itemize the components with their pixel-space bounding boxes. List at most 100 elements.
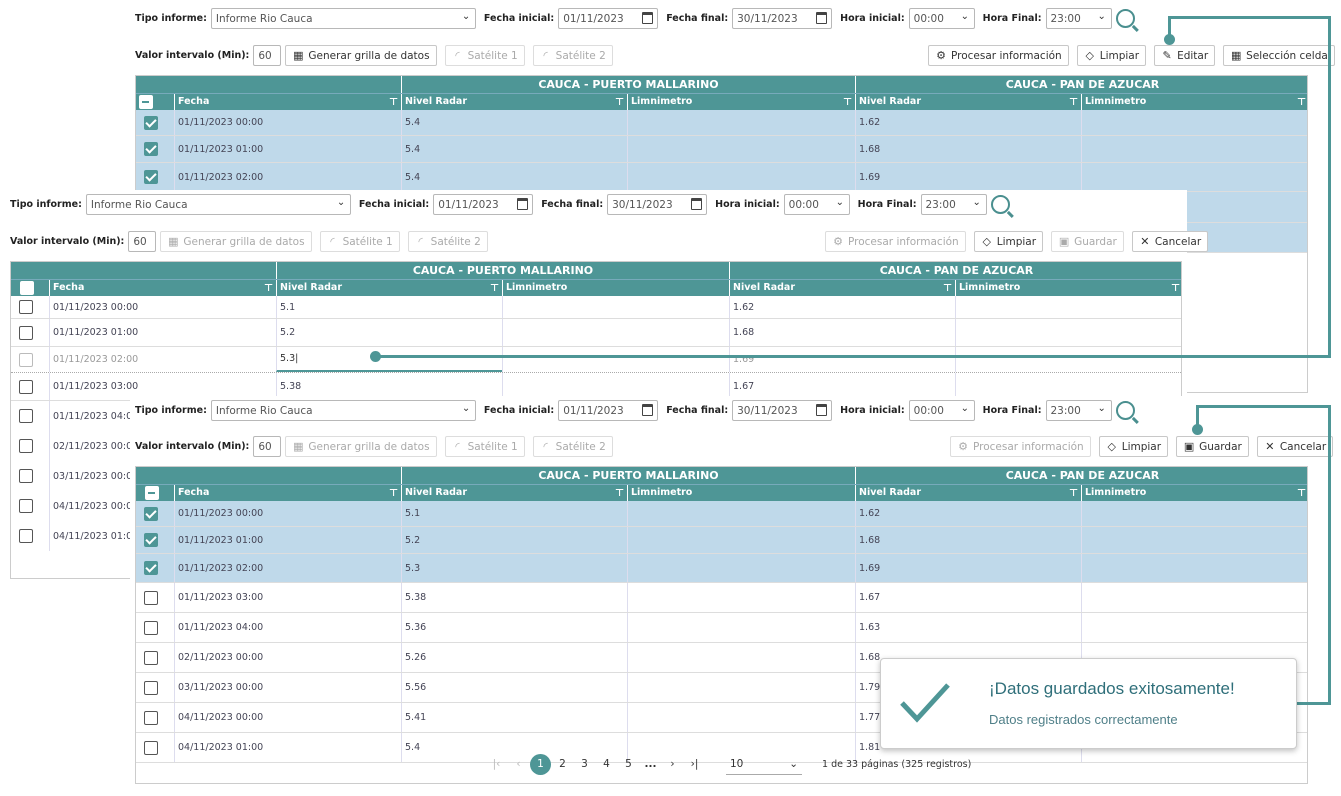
radar-cell[interactable]: 5.56 — [401, 673, 627, 702]
limpiar-button[interactable]: ◇ Limpiar — [1098, 436, 1169, 457]
filter-icon[interactable]: ⊤ — [1296, 97, 1306, 108]
radar-cell[interactable]: 5.3 — [401, 554, 627, 582]
filter-icon[interactable]: ⊤ — [842, 97, 852, 108]
table-row[interactable]: 02/11/2023 00:00 — [11, 431, 1181, 461]
satelite2-button[interactable]: ◜ Satélite 2 — [532, 436, 613, 457]
calendar-icon[interactable] — [642, 404, 654, 416]
select-all-checkbox[interactable] — [145, 486, 159, 500]
limn-cell[interactable] — [502, 347, 729, 372]
radar-cell[interactable]: 1.69 — [729, 347, 955, 372]
hora-fin-select[interactable]: 23:00 ⌄ — [1045, 400, 1112, 421]
col-fecha[interactable]: Fecha ⊤ — [174, 485, 401, 502]
row-checkbox[interactable] — [19, 499, 33, 513]
table-row[interactable]: 01/11/2023 00:00 5.4 1.62 — [136, 110, 1307, 136]
intervalo-input[interactable]: 60 — [128, 231, 157, 252]
col-limn[interactable]: Limnimetro ⊤ — [1081, 485, 1307, 502]
filter-icon[interactable]: ⊤ — [388, 97, 398, 108]
intervalo-input[interactable]: 60 — [253, 45, 282, 66]
table-row[interactable]: 03/11/2023 00:00 — [11, 461, 1181, 491]
col-limn[interactable]: Limnimetro — [627, 485, 855, 502]
row-checkbox[interactable] — [19, 439, 33, 453]
radar-cell[interactable]: 5.4 — [401, 733, 627, 762]
filter-icon[interactable]: ⊤ — [489, 283, 499, 294]
calendar-icon[interactable] — [517, 198, 529, 210]
search-icon[interactable] — [990, 195, 1010, 214]
radar-cell[interactable]: 5.2 — [401, 527, 627, 553]
limn-cell[interactable] — [1081, 643, 1307, 672]
limn-cell[interactable] — [1081, 136, 1307, 162]
row-checkbox[interactable] — [144, 620, 158, 635]
procesar-button[interactable]: ⚙ Procesar información — [825, 231, 966, 252]
radar-cell[interactable]: 1.77 — [855, 703, 1081, 732]
limn-cell[interactable] — [1081, 163, 1307, 191]
calendar-icon[interactable] — [816, 12, 828, 24]
table-row[interactable]: 01/11/2023 03:00 5.38 1.67 — [136, 583, 1307, 613]
search-icon[interactable] — [1115, 9, 1135, 28]
fecha-fin-field[interactable]: 30/11/2023 — [732, 400, 833, 421]
search-icon[interactable] — [1115, 401, 1135, 420]
limn-cell[interactable] — [1081, 613, 1307, 642]
limn-cell[interactable] — [1081, 501, 1307, 526]
intervalo-input[interactable]: 60 — [253, 436, 282, 457]
radar-cell[interactable]: 5.4 — [401, 163, 627, 191]
satelite1-button[interactable]: ◜ Satélite 1 — [444, 436, 525, 457]
row-checkbox[interactable] — [19, 529, 33, 543]
col-radar[interactable]: Nivel Radar ⊤ — [855, 94, 1081, 111]
radar-cell[interactable]: 1.62 — [729, 296, 955, 318]
fecha-fin-field[interactable]: 30/11/2023 — [732, 8, 833, 29]
row-checkbox[interactable] — [19, 469, 33, 483]
tipo-select[interactable]: Informe Rio Cauca ⌄ — [210, 8, 476, 29]
fecha-ini-field[interactable]: 01/11/2023 — [433, 194, 534, 215]
table-row[interactable]: 02/11/2023 00:00 5.26 1.68 — [136, 643, 1307, 673]
radar-cell[interactable]: 5.2 — [276, 319, 502, 346]
first-page-icon[interactable]: |‹ — [492, 758, 501, 770]
satelite2-button[interactable]: ◜ Satélite 2 — [532, 45, 613, 66]
table-row[interactable]: 01/11/2023 00:00 5.1 1.62 — [136, 501, 1307, 527]
limn-cell[interactable] — [627, 163, 855, 191]
table-row[interactable]: 01/11/2023 00:00 5.1 1.62 — [11, 296, 1181, 319]
filter-icon[interactable]: ⊤ — [942, 283, 952, 294]
hora-fin-select[interactable]: 23:00 ⌄ — [1045, 8, 1112, 29]
satelite2-button[interactable]: ◜ Satélite 2 — [407, 231, 488, 252]
radar-cell[interactable]: 5.36 — [401, 613, 627, 642]
last-page-icon[interactable]: ›| — [690, 758, 699, 770]
limn-cell[interactable] — [627, 501, 855, 526]
table-row[interactable]: 01/11/2023 02:00 5.3 1.69 — [136, 554, 1307, 583]
limn-cell[interactable] — [627, 673, 855, 702]
limn-cell[interactable] — [1081, 527, 1307, 553]
satelite1-button[interactable]: ◜ Satélite 1 — [319, 231, 400, 252]
page-button[interactable]: 1 — [530, 754, 551, 775]
seleccion-button[interactable]: ▦ Selección celda — [1223, 45, 1335, 66]
table-row[interactable]: 04/11/2023 00:00 — [11, 491, 1181, 521]
filter-icon[interactable]: ⊤ — [614, 97, 624, 108]
generar-button[interactable]: ▦ Generar grilla de datos — [160, 231, 312, 252]
col-limn[interactable]: Limnimetro — [502, 280, 729, 297]
limn-cell[interactable] — [627, 703, 855, 732]
filter-icon[interactable]: ⊤ — [1170, 283, 1180, 294]
col-radar[interactable]: Nivel Radar ⊤ — [401, 485, 627, 502]
limn-cell[interactable] — [627, 110, 855, 135]
page-ellipsis[interactable]: ... — [644, 758, 657, 770]
row-checkbox[interactable] — [144, 533, 158, 547]
limn-cell[interactable] — [627, 583, 855, 612]
filter-icon[interactable]: ⊤ — [1068, 97, 1078, 108]
limn-cell[interactable] — [1081, 110, 1307, 135]
col-radar[interactable]: Nivel Radar ⊤ — [729, 280, 955, 297]
limn-cell[interactable] — [955, 347, 1181, 372]
table-row[interactable]: 01/11/2023 01:00 5.4 1.68 — [136, 136, 1307, 163]
prev-page-icon[interactable]: ‹ — [516, 758, 521, 770]
row-checkbox[interactable] — [19, 409, 33, 423]
radar-cell[interactable]: 1.67 — [855, 583, 1081, 612]
page-button[interactable]: 4 — [603, 758, 610, 770]
limn-cell[interactable] — [627, 136, 855, 162]
col-fecha[interactable]: Fecha ⊤ — [49, 280, 276, 297]
fecha-fin-field[interactable]: 30/11/2023 — [607, 194, 708, 215]
filter-icon[interactable]: ⊤ — [614, 488, 624, 499]
procesar-button[interactable]: ⚙ Procesar información — [950, 436, 1091, 457]
calendar-icon[interactable] — [642, 12, 654, 24]
radar-cell[interactable]: 1.62 — [855, 110, 1081, 135]
generar-button[interactable]: ▦ Generar grilla de datos — [285, 45, 437, 66]
radar-cell[interactable]: 5.38 — [276, 373, 502, 400]
limn-cell[interactable] — [627, 613, 855, 642]
col-limn[interactable]: Limnimetro ⊤ — [627, 94, 855, 111]
